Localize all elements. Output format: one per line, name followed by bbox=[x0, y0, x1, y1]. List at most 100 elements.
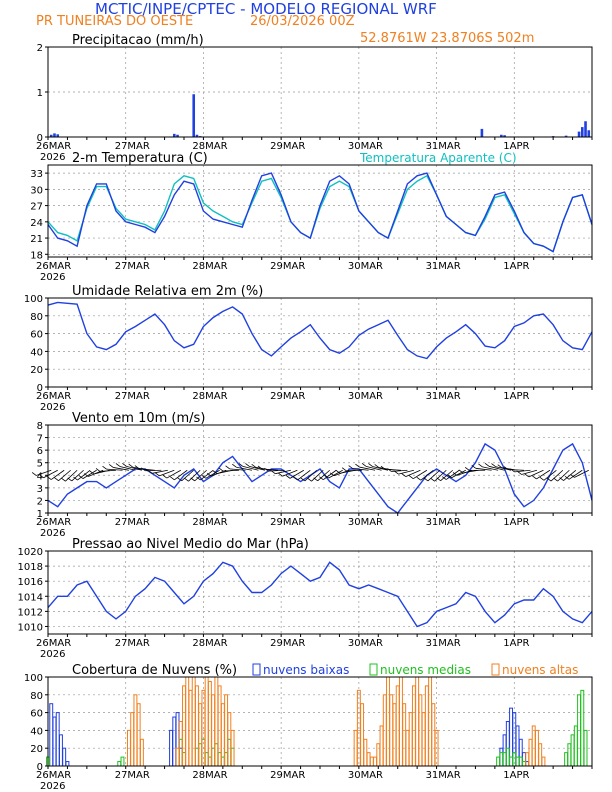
cloud-bar-2 bbox=[418, 694, 423, 767]
precip-bar bbox=[580, 127, 584, 137]
cloud-bar-0 bbox=[55, 712, 60, 767]
x-tick-label: 30MAR bbox=[348, 141, 383, 152]
wind-barb-tick bbox=[564, 475, 570, 480]
wind-barb-tick bbox=[517, 471, 522, 475]
wind-barb-tick bbox=[341, 467, 347, 472]
wind-barb bbox=[50, 469, 65, 480]
wind-barb bbox=[391, 469, 408, 472]
panel-frame bbox=[47, 550, 593, 635]
wind-barb bbox=[574, 469, 589, 478]
cloud-bar-2 bbox=[194, 685, 199, 767]
wind-barb-tick bbox=[184, 477, 189, 482]
cloud-bar-2 bbox=[214, 676, 219, 767]
panel-precip: 0 1 2 26MAR 27MAR 28MAR 29MAR 30MAR 31MAR 1APR 202… bbox=[36, 33, 593, 163]
cloud-bar-2 bbox=[431, 703, 436, 767]
wind-barb-tick bbox=[39, 474, 44, 479]
header-location: PR TUNEIRAS DO OESTE bbox=[36, 14, 193, 29]
wind-barb-tick bbox=[201, 475, 207, 479]
wind-barb bbox=[365, 465, 382, 471]
cloud-bar-2 bbox=[198, 703, 203, 767]
x-tick-label: 1APR bbox=[503, 638, 529, 649]
y-tick-label: 4 bbox=[37, 471, 43, 482]
cloud-legend-box-0 bbox=[252, 663, 261, 676]
x-tick-label: 27MAR bbox=[115, 261, 150, 272]
wind-barb-tick bbox=[436, 477, 441, 481]
wind-barb bbox=[106, 468, 123, 471]
wind-barb bbox=[482, 466, 499, 471]
cloud-bar-2 bbox=[353, 729, 358, 767]
cloud-bar-1 bbox=[518, 756, 523, 767]
wind-barb-tick bbox=[319, 476, 324, 481]
x-year-label: 2026 bbox=[40, 649, 65, 660]
wind-barb bbox=[568, 469, 583, 480]
precip-bar bbox=[53, 133, 56, 137]
wind-barb-tick bbox=[553, 477, 558, 482]
wind-barb bbox=[317, 469, 330, 482]
y-tick-label: 0 bbox=[37, 762, 43, 773]
wind-barb bbox=[445, 469, 460, 480]
wind-barb bbox=[440, 469, 454, 481]
precip-title: Precipitacao (mm/h) bbox=[72, 33, 204, 48]
y-tick-label: 60 bbox=[30, 709, 43, 720]
wind-barb bbox=[528, 469, 544, 478]
wind-barb-tick bbox=[238, 463, 244, 467]
header-coords: 52.8761W 23.8706S 502m bbox=[360, 31, 534, 46]
cloud-bar-2 bbox=[360, 703, 365, 767]
x-tick-label: 1APR bbox=[503, 261, 529, 272]
cloud-bar-2 bbox=[217, 685, 222, 767]
wind-barb-tick bbox=[128, 463, 133, 468]
y-tick-label: 80 bbox=[30, 312, 43, 323]
wind-barb-tick bbox=[471, 464, 476, 469]
wind-barb-tick bbox=[374, 464, 379, 468]
wind-barb bbox=[384, 468, 401, 471]
cloud-bar-0 bbox=[49, 703, 54, 767]
wind-barb bbox=[451, 469, 466, 479]
wind-barb bbox=[563, 469, 577, 481]
x-tick-label: 30MAR bbox=[348, 638, 383, 649]
wind-barb bbox=[100, 469, 117, 472]
x-year-label: 2026 bbox=[40, 272, 65, 283]
cloud-bar-2 bbox=[363, 738, 368, 767]
cloud-bar-2 bbox=[133, 694, 138, 767]
wind-barb bbox=[427, 469, 441, 482]
precip-bar bbox=[56, 134, 60, 137]
wind-barb bbox=[413, 469, 428, 479]
wind-barb-tick bbox=[441, 476, 447, 480]
cloud-bar-2 bbox=[369, 756, 374, 767]
wind-barb-tick bbox=[264, 467, 269, 472]
y-tick-label: 2 bbox=[37, 496, 43, 507]
wind-barb-tick bbox=[84, 473, 89, 477]
wind-barb bbox=[35, 469, 52, 476]
x-tick-label: 28MAR bbox=[192, 261, 227, 272]
cloud-bar-2 bbox=[408, 712, 413, 767]
wind-barb-tick bbox=[464, 467, 470, 471]
cloud-bar-1 bbox=[499, 752, 504, 767]
wind-barb bbox=[297, 469, 311, 481]
wind-barb-tick bbox=[329, 472, 335, 477]
panel-temp: 18 21 24 27 30 33 26MAR 27MAR 28MAR 29MAR 30MAR 31M… bbox=[30, 151, 593, 283]
wind-barb-tick bbox=[355, 463, 360, 468]
cloud-bar-2 bbox=[424, 685, 429, 767]
cloud-bar-2 bbox=[411, 685, 416, 767]
y-tick-label: 1 bbox=[37, 88, 43, 99]
wind-barb-tick bbox=[251, 463, 256, 468]
x-year-label: 2026 bbox=[40, 781, 65, 792]
wind-barb bbox=[249, 466, 266, 471]
temp-legend: Temperatura Aparente (C) bbox=[359, 151, 517, 165]
wind-barb bbox=[405, 469, 421, 477]
wind-barb-tick bbox=[245, 463, 250, 467]
wind-barb-tick bbox=[570, 474, 575, 478]
wind-barb bbox=[188, 469, 201, 482]
cloud-bar-2 bbox=[541, 756, 546, 767]
panel-pres: 1010 1012 1014 1016 1018 1020 26MAR 27MAR 28MAR 2… bbox=[18, 537, 593, 660]
wind-barb-tick bbox=[155, 472, 160, 477]
x-tick-label: 28MAR bbox=[192, 638, 227, 649]
wind-barb bbox=[323, 469, 337, 481]
y-tick-label: 80 bbox=[30, 691, 43, 702]
pres-title: Pressao ao Nivel Medio do Mar (hPa) bbox=[72, 537, 309, 552]
wind-barb-tick bbox=[408, 475, 414, 479]
x-tick-label: 26MAR bbox=[36, 141, 71, 152]
x-tick-label: 29MAR bbox=[270, 141, 305, 152]
wind-barb-tick bbox=[95, 468, 101, 472]
header-title: MCTIC/INPE/CPTEC - MODELO REGIONAL WRF bbox=[95, 0, 437, 18]
